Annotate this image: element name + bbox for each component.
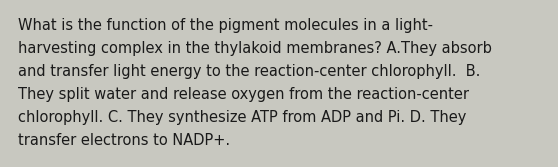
Text: and transfer light energy to the reaction-center chlorophyll.  B.: and transfer light energy to the reactio… [18,64,480,79]
Text: They split water and release oxygen from the reaction-center: They split water and release oxygen from… [18,87,469,102]
Text: transfer electrons to NADP+.: transfer electrons to NADP+. [18,133,230,148]
Text: chlorophyll. C. They synthesize ATP from ADP and Pi. D. They: chlorophyll. C. They synthesize ATP from… [18,110,466,125]
Text: What is the function of the pigment molecules in a light-: What is the function of the pigment mole… [18,18,433,33]
Text: harvesting complex in the thylakoid membranes? A.They absorb: harvesting complex in the thylakoid memb… [18,41,492,56]
